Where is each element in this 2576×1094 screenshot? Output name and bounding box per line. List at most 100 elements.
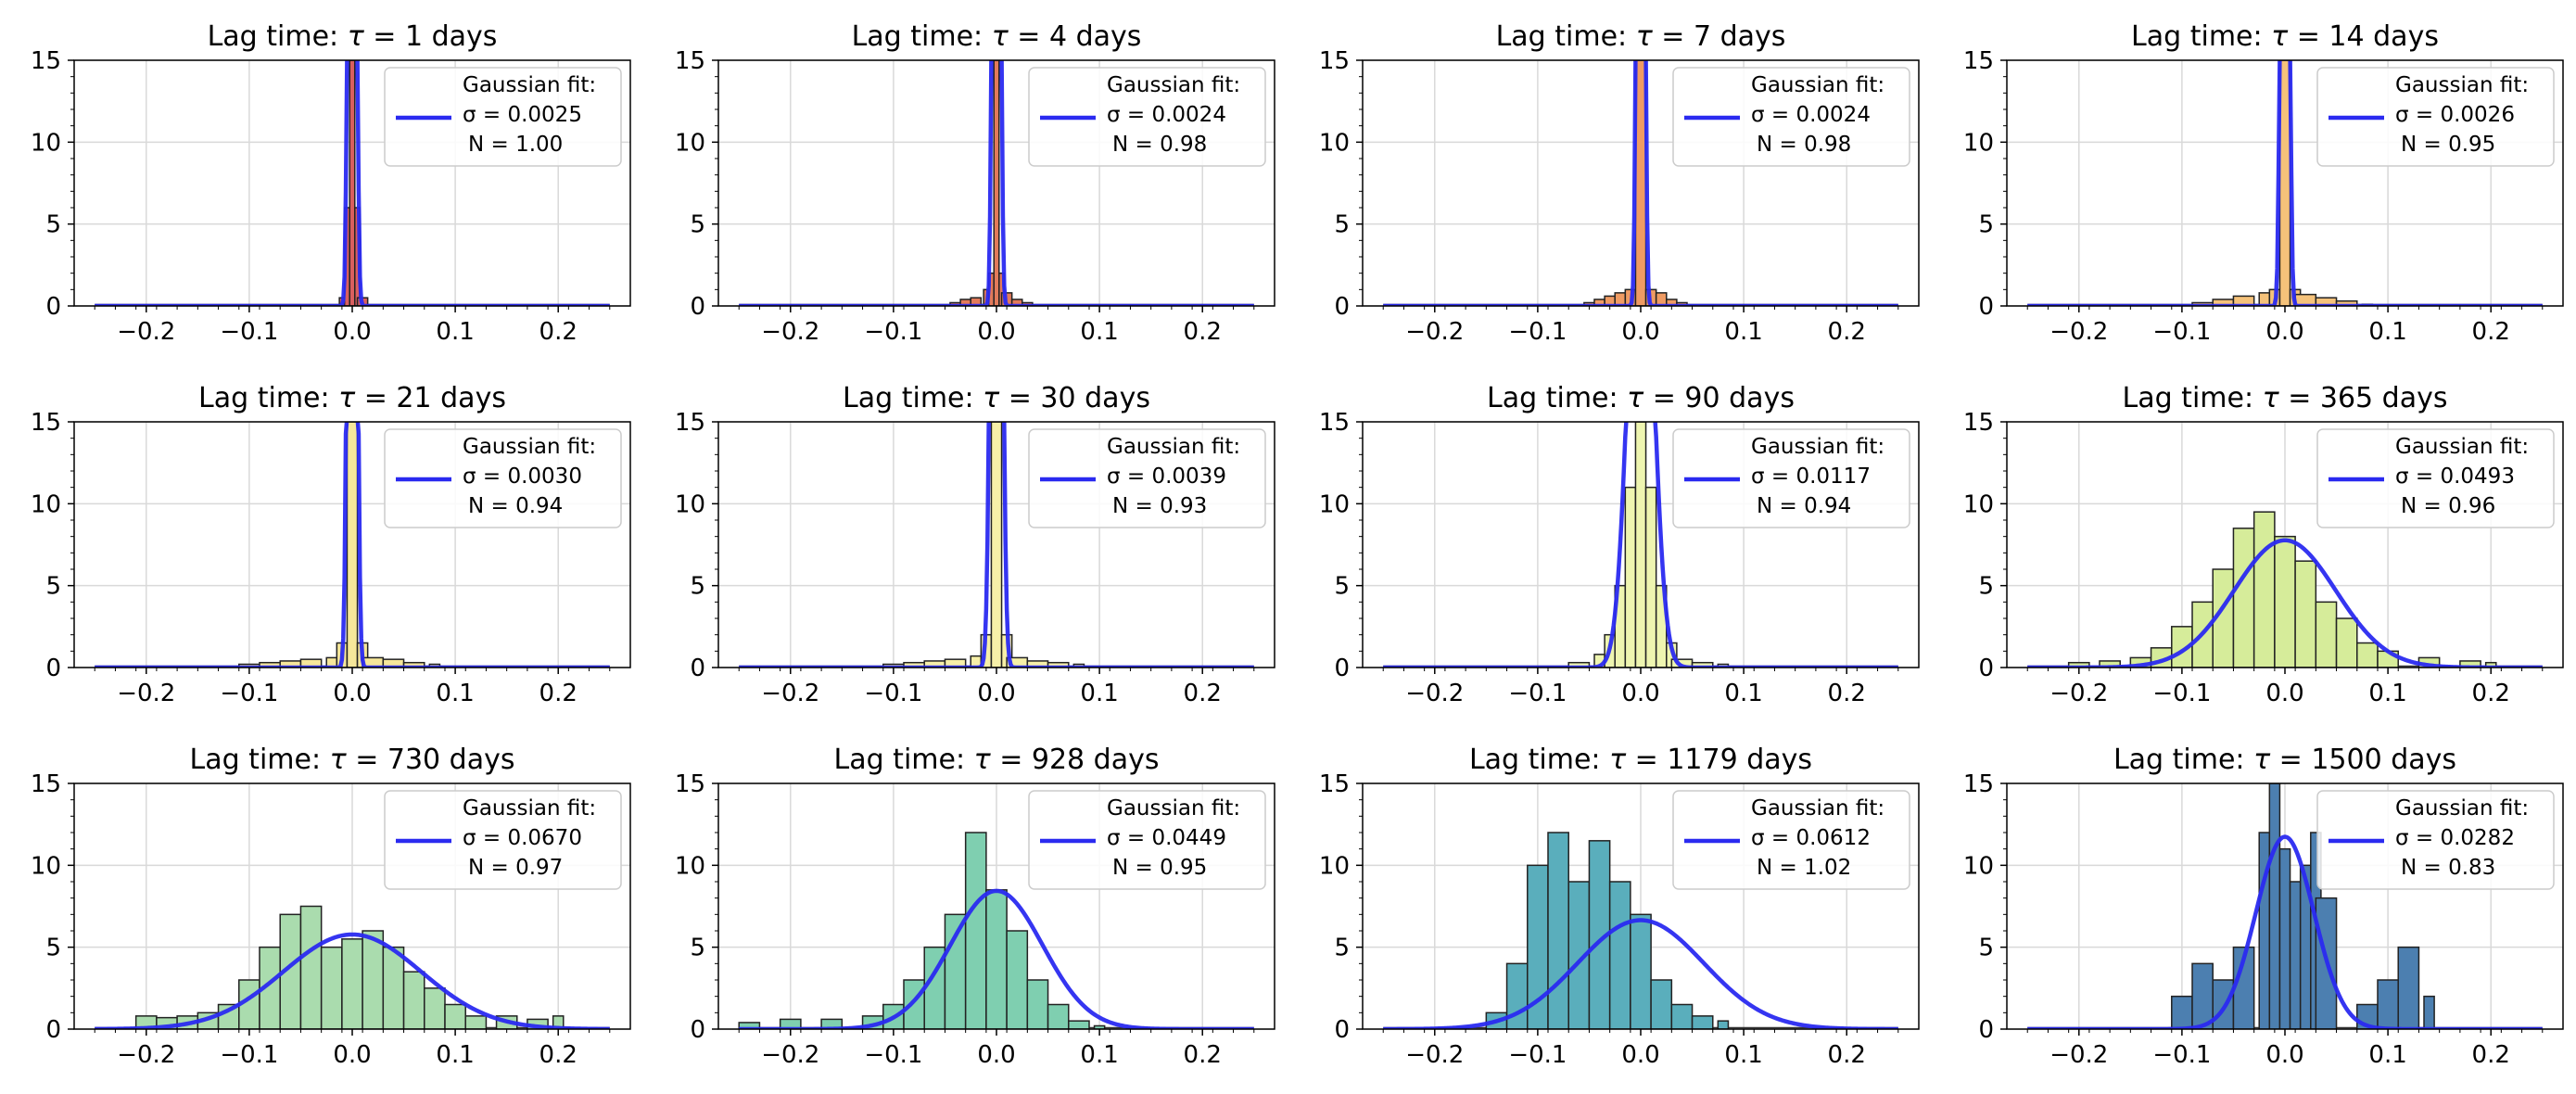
chart-panel-7: 0 5 10 15 −0.2 −0.1 0.0 0.1 0.2 Lag time: τ = 90 … — [1319, 382, 1920, 707]
x-tick-label: 0.2 — [1184, 1041, 1222, 1069]
y-tick-label: 10 — [1963, 852, 1994, 880]
x-tick-label: 0.0 — [2265, 318, 2303, 346]
legend-heading: Gaussian fit: — [1107, 796, 1240, 820]
x-tick-label: 0.0 — [1621, 680, 1659, 707]
x-tick-label: −0.1 — [2152, 680, 2211, 707]
y-tick-label: 0 — [690, 1016, 705, 1044]
chart-title: Lag time: τ = 4 days — [852, 20, 1142, 53]
legend-box — [1028, 790, 1266, 890]
x-tick-label: 0.2 — [2472, 318, 2510, 346]
histogram-bar — [985, 889, 1008, 1029]
x-tick-label: 0.0 — [333, 318, 371, 346]
legend-box — [384, 67, 622, 167]
x-tick-label: 0.0 — [2265, 680, 2303, 707]
legend-box — [1672, 790, 1910, 890]
x-tick-label: 0.0 — [977, 680, 1015, 707]
y-tick-label: 5 — [690, 935, 705, 962]
y-tick-label: 0 — [1978, 655, 1994, 682]
x-tick-label: 0.2 — [1828, 1041, 1866, 1069]
plot-content — [739, 422, 1254, 668]
x-tick-label: 0.2 — [1184, 680, 1222, 707]
histogram-bar — [2278, 847, 2291, 1029]
x-tick-label: 0.2 — [539, 1041, 577, 1069]
y-tick-label: 15 — [31, 47, 61, 75]
plot-content — [95, 905, 610, 1029]
x-tick-label: −0.1 — [220, 680, 278, 707]
legend-box — [1028, 428, 1266, 528]
plot-content — [739, 60, 1254, 306]
x-tick-label: 0.2 — [539, 680, 577, 707]
y-tick-label: 15 — [1319, 409, 1350, 437]
plot-area: 0 5 10 15 −0.2 −0.1 0.0 0.1 0.2 Lag time: τ = 90 … — [1319, 382, 1920, 707]
plot-area: 0 5 10 15 −0.2 −0.1 0.0 0.1 0.2 Lag time: τ = 14 … — [1963, 20, 2564, 346]
x-tick-label: 0.1 — [1724, 680, 1762, 707]
y-tick-label: 0 — [45, 293, 61, 321]
histogram-bar — [1068, 1020, 1090, 1029]
y-tick-label: 5 — [45, 211, 61, 239]
legend-N: N = 0.83 — [2401, 856, 2495, 880]
legend-heading: Gaussian fit: — [1107, 435, 1240, 459]
x-tick-label: 0.2 — [2472, 680, 2510, 707]
chart-panel-11: 0 5 10 15 −0.2 −0.1 0.0 0.1 0.2 Lag time: τ = 117… — [1319, 744, 1920, 1069]
x-tick-label: 0.2 — [1828, 680, 1866, 707]
legend-N: N = 0.98 — [1112, 133, 1207, 157]
histogram-bar — [382, 946, 405, 1029]
legend-heading: Gaussian fit: — [1751, 435, 1884, 459]
histogram-bar — [1505, 962, 1529, 1029]
legend-N: N = 0.98 — [1757, 133, 1851, 157]
legend-box — [1672, 67, 1910, 167]
y-tick-label: 5 — [1334, 935, 1350, 962]
chart-title: Lag time: τ = 1179 days — [1469, 744, 1812, 776]
legend-sigma: σ = 0.0039 — [1107, 464, 1226, 489]
plot-content — [1383, 60, 1898, 306]
y-tick-label: 15 — [675, 409, 705, 437]
plot-area: 0 5 10 15 −0.2 −0.1 0.0 0.1 0.2 Lag time: τ = 30 … — [675, 382, 1275, 707]
y-tick-label: 15 — [1963, 770, 1994, 798]
plot-area: 0 5 10 15 −0.2 −0.1 0.0 0.1 0.2 Lag time: τ = 365… — [1963, 382, 2564, 707]
legend-box — [384, 428, 622, 528]
x-tick-label: −0.1 — [864, 318, 922, 346]
x-tick-label: −0.2 — [117, 318, 175, 346]
histogram-bar — [346, 422, 359, 668]
legend-N: N = 0.95 — [2401, 133, 2495, 157]
y-tick-label: 10 — [1319, 490, 1350, 518]
legend-heading: Gaussian fit: — [463, 435, 596, 459]
histogram-bar — [1047, 1003, 1070, 1029]
chart-panel-5: 0 5 10 15 −0.2 −0.1 0.0 0.1 0.2 Lag time: τ = 21 … — [31, 382, 631, 707]
x-tick-label: 0.1 — [1080, 318, 1118, 346]
legend-box — [1028, 67, 1266, 167]
histogram-bar — [993, 60, 1000, 306]
legend-heading: Gaussian fit: — [2395, 73, 2529, 97]
legend-box — [2316, 67, 2555, 167]
legend-sigma: σ = 0.0030 — [463, 464, 582, 489]
legend-heading: Gaussian fit: — [2395, 796, 2529, 820]
y-tick-label: 10 — [675, 129, 705, 157]
chart-panel-12: 0 5 10 15 −0.2 −0.1 0.0 0.1 0.2 Lag time: τ = 150… — [1963, 744, 2564, 1069]
histogram-bar — [2484, 661, 2497, 668]
histogram-bar — [1547, 832, 1569, 1029]
chart-panel-4: 0 5 10 15 −0.2 −0.1 0.0 0.1 0.2 Lag time: τ = 14 … — [1963, 20, 2564, 346]
histogram-bar — [990, 422, 1003, 668]
legend-heading: Gaussian fit: — [1751, 73, 1884, 97]
y-tick-label: 15 — [31, 770, 61, 798]
y-tick-label: 10 — [675, 852, 705, 880]
legend-N: N = 1.02 — [1757, 856, 1851, 880]
y-tick-label: 10 — [1319, 852, 1350, 880]
gaussian-fit-line — [2027, 834, 2543, 1029]
legend-N: N = 0.96 — [2401, 494, 2495, 518]
y-tick-label: 0 — [1978, 1016, 1994, 1044]
histogram-bar — [1670, 1003, 1694, 1029]
legend-sigma: σ = 0.0024 — [1751, 103, 1871, 127]
y-tick-label: 10 — [31, 490, 61, 518]
chart-title: Lag time: τ = 7 days — [1496, 20, 1786, 53]
y-tick-label: 0 — [690, 655, 705, 682]
plot-area: 0 5 10 15 −0.2 −0.1 0.0 0.1 0.2 Lag time: τ = 7 d… — [1319, 20, 1920, 346]
x-tick-label: 0.2 — [539, 318, 577, 346]
legend-box — [2316, 428, 2555, 528]
y-tick-label: 5 — [45, 573, 61, 601]
y-tick-label: 5 — [1334, 573, 1350, 601]
histogram-bar — [964, 832, 987, 1029]
histogram-bar — [1691, 661, 1714, 668]
x-tick-label: −0.2 — [2049, 318, 2108, 346]
x-tick-label: 0.1 — [2368, 318, 2406, 346]
